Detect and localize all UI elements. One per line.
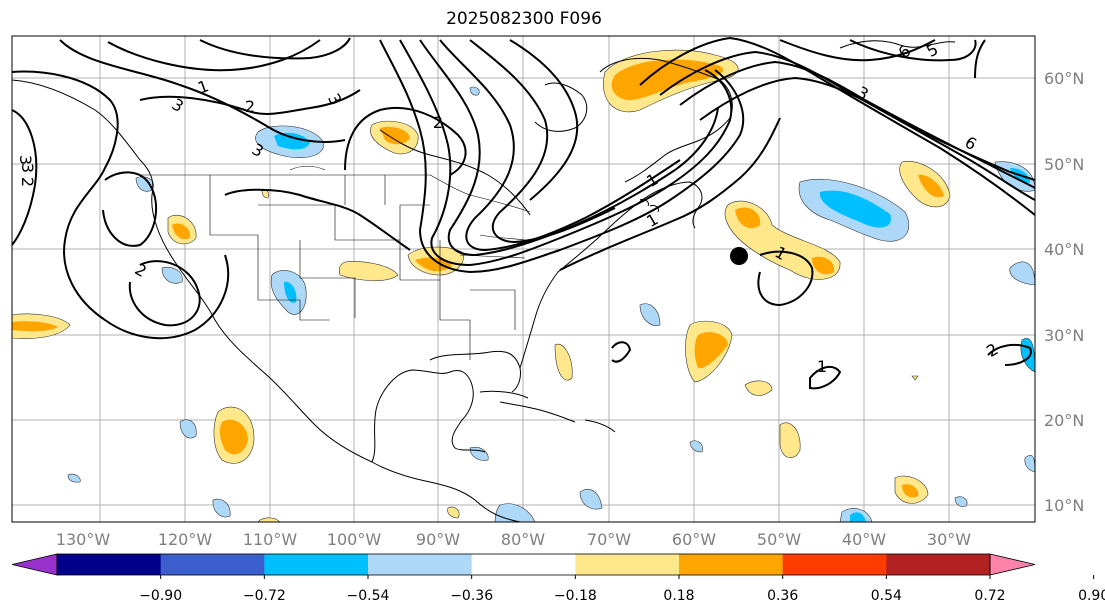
contour-label: 6 (962, 132, 980, 154)
colorbar-segment (471, 554, 576, 575)
contour-label: 3 (18, 163, 37, 173)
contour-label: 2 (245, 97, 255, 116)
colorbar-segment (368, 554, 473, 575)
contour-label: 2 (983, 339, 1001, 361)
contour-label: 2 (18, 177, 37, 187)
storm-center-marker (730, 247, 748, 265)
contour-label: 3 (249, 139, 267, 161)
colorbar-segment (160, 554, 265, 575)
shaded-anomalies (12, 49, 1035, 522)
colorbar-segment (886, 554, 991, 575)
colorbar-tick-label: 0.54 (871, 588, 902, 604)
lon-label: 50°W (757, 530, 801, 549)
gridlines (12, 36, 1035, 522)
colorbar-segment (575, 554, 680, 575)
lon-label: 80°W (501, 530, 545, 549)
colorbar-segment (264, 554, 369, 575)
lon-label: 40°W (842, 530, 886, 549)
latitude-labels: 60°N 50°N 40°N 30°N 20°N 10°N (1044, 69, 1084, 515)
longitude-labels: 130°W 120°W 110°W 100°W 90°W 80°W 70°W 60°W 50°W… (56, 530, 971, 549)
borders (140, 165, 531, 360)
lat-label: 60°N (1044, 69, 1084, 88)
contour-label: 2 (132, 259, 150, 281)
contour-label: 2 (433, 113, 443, 132)
map-frame (11, 35, 1036, 523)
colorbar-ticks: −0.90 −0.72 −0.54 −0.36 −0.18 0.18 0.36 0.54 0.7… (139, 575, 1105, 604)
lat-label: 30°N (1044, 326, 1084, 345)
colorbar-tick-label: −0.18 (554, 588, 597, 604)
colorbar (11, 553, 1036, 576)
lat-label: 50°N (1044, 155, 1084, 174)
colorbar-tick-label: 0.18 (663, 588, 694, 604)
lon-label: 130°W (56, 530, 111, 549)
colorbar-segment (782, 554, 887, 575)
contour-label: 3 (324, 90, 346, 108)
contour-label: 3 (854, 82, 872, 104)
colorbar-tick-label: 0.90 (1078, 588, 1105, 604)
lon-label: 70°W (587, 530, 631, 549)
lat-label: 10°N (1044, 496, 1084, 515)
map-title: 2025082300 F096 (446, 9, 602, 29)
colorbar-tick-label: 0.36 (767, 588, 798, 604)
lon-label: 100°W (327, 530, 382, 549)
colorbar-tick-label: −0.36 (450, 588, 493, 604)
colorbar-tick-label: −0.72 (243, 588, 286, 604)
contour-label: 1 (817, 357, 827, 376)
colorbar-tick-label: −0.54 (347, 588, 390, 604)
lon-label: 120°W (158, 530, 213, 549)
colorbar-tick-label: 0.72 (974, 588, 1005, 604)
lat-label: 20°N (1044, 411, 1084, 430)
lat-label: 40°N (1044, 240, 1084, 259)
contour-label: 1 (195, 76, 211, 97)
colorbar-min-arrow (11, 553, 58, 576)
colorbar-max-arrow (989, 553, 1036, 576)
colorbar-segment (679, 554, 784, 575)
colorbar-outline (56, 553, 991, 576)
contours (12, 36, 1035, 390)
lon-label: 30°W (927, 530, 971, 549)
colorbar-tick-label: −0.90 (139, 588, 182, 604)
lon-label: 90°W (416, 530, 460, 549)
contour-label: 3 (16, 155, 35, 165)
lon-label: 60°W (672, 530, 716, 549)
colorbar-segment (57, 554, 162, 575)
lon-label: 110°W (243, 530, 298, 549)
